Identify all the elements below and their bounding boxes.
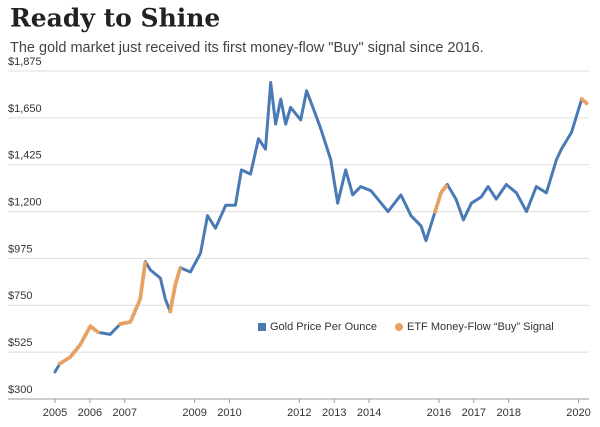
y-tick-label: $300 [8, 384, 32, 396]
series-line [53, 81, 589, 374]
legend-label: Gold Price Per Ounce [270, 321, 377, 333]
x-tick-label: 2010 [217, 407, 241, 419]
x-tick-label: 2007 [113, 407, 137, 419]
legend-label: ETF Money-Flow “Buy” Signal [407, 321, 554, 333]
y-tick-label: $975 [8, 243, 32, 255]
chart-title: Ready to Shine [10, 4, 220, 33]
x-tick-label: 2016 [427, 407, 451, 419]
legend-swatch [258, 323, 266, 331]
x-tick-label: 2009 [182, 407, 206, 419]
x-tick-label: 2005 [43, 407, 67, 419]
y-tick-label: $750 [8, 290, 32, 302]
y-tick-label: $525 [8, 337, 32, 349]
y-tick-label: $1,200 [8, 196, 42, 208]
y-tick-label: $1,425 [8, 150, 42, 162]
y-tick-label: $1,650 [8, 103, 42, 115]
x-tick-label: 2017 [462, 407, 486, 419]
y-tick-label: $1,875 [8, 56, 42, 68]
x-tick-label: 2020 [566, 407, 590, 419]
x-tick-label: 2014 [357, 407, 381, 419]
x-tick-label: 2018 [496, 407, 520, 419]
legend-swatch [395, 323, 403, 331]
x-tick-label: 2006 [78, 407, 102, 419]
x-tick-label: 2012 [287, 407, 311, 419]
series-line [57, 97, 589, 366]
x-tick-label: 2013 [322, 407, 346, 419]
chart-subtitle: The gold market just received its first … [10, 40, 484, 56]
